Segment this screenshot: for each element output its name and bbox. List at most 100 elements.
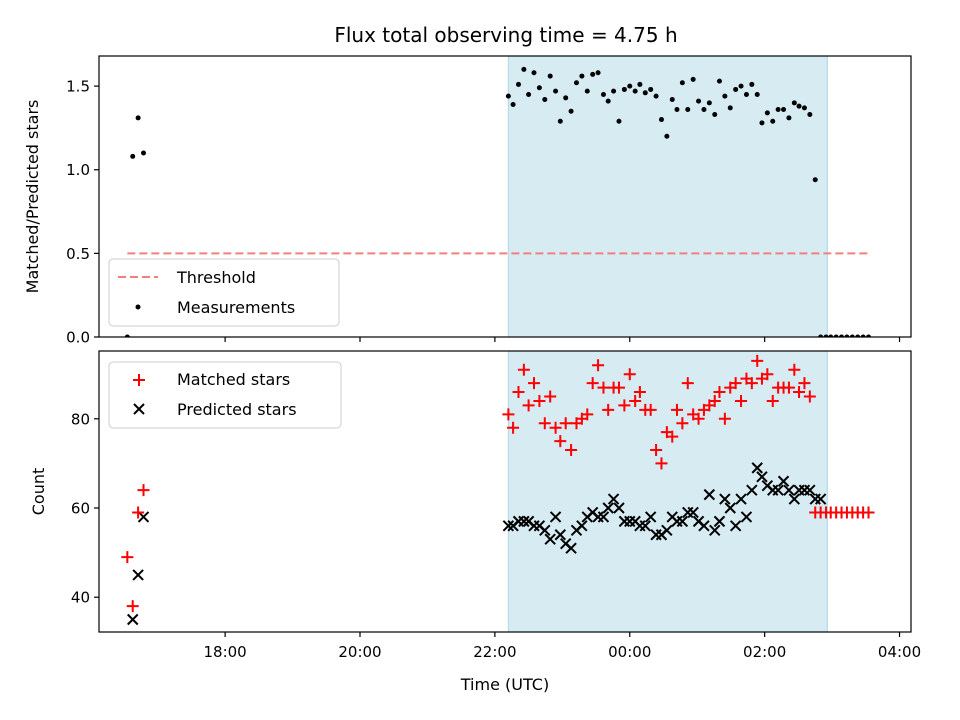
legend-matched-label: Matched stars: [177, 370, 290, 389]
measurement-point: [536, 85, 542, 91]
bottom-y-axis: 40 60 80: [71, 410, 99, 607]
measurement-point: [605, 98, 611, 104]
measurement-point: [616, 118, 622, 124]
matched-star-point: [735, 394, 748, 407]
top-panel: 0.0 0.5 1.0 1.5 Matched/Predicted stars Thr…: [23, 55, 912, 347]
predicted-star-point: [602, 502, 614, 514]
measurement-point: [526, 91, 532, 97]
top-y-axis-label: Matched/Predicted stars: [23, 100, 42, 294]
matched-star-point: [729, 377, 742, 390]
measurement-point: [759, 120, 765, 126]
x-tick-label: 22:00: [473, 643, 516, 661]
matched-star-point: [793, 386, 806, 399]
matched-star-point: [565, 444, 578, 457]
x-axis-label: Time (UTC): [460, 675, 549, 694]
y-tick-label: 40: [71, 589, 90, 607]
measurement-point: [600, 91, 606, 97]
measurement-point: [130, 153, 136, 159]
measurement-point: [860, 334, 866, 337]
measurement-point: [515, 81, 521, 87]
y-tick-label: 80: [71, 410, 90, 428]
predicted-star-point: [751, 462, 763, 474]
measurement-point: [521, 66, 527, 72]
predicted-star-point: [729, 520, 742, 532]
measurement-point: [696, 98, 702, 104]
measurement-point: [823, 334, 829, 337]
measurement-point: [685, 107, 691, 113]
y-tick-label: 1.5: [66, 78, 90, 96]
matched-star-point: [650, 444, 663, 457]
y-tick-label: 0.0: [66, 329, 90, 347]
x-tick-label: 00:00: [608, 643, 651, 661]
y-tick-label: 60: [71, 500, 90, 518]
matched-star-point: [862, 506, 875, 519]
predicted-star-point: [746, 484, 758, 496]
measurement-point: [679, 80, 685, 86]
measurement-point: [637, 81, 643, 87]
measurement-point: [531, 70, 537, 76]
matched-star-point: [618, 399, 631, 412]
bottom-axes-frame: [98, 350, 912, 633]
measurement-point: [733, 86, 739, 92]
matched-star-point: [692, 412, 705, 425]
predicted-star-point: [756, 471, 768, 483]
measurement-point: [627, 83, 633, 89]
top-y-axis: 0.0 0.5 1.0 1.5: [66, 78, 99, 347]
matched-star-point: [132, 506, 145, 519]
legend-measurements-swatch: [135, 304, 141, 310]
measurement-point: [866, 334, 872, 337]
measurement-point: [632, 88, 638, 94]
matched-star-point: [586, 377, 599, 390]
measurement-point: [135, 115, 141, 121]
predicted-star-point: [597, 511, 610, 523]
predicted-star-point: [703, 488, 716, 501]
matched-star-point: [798, 377, 811, 390]
top-shaded-region: [507, 55, 828, 338]
matched-star-point: [708, 394, 721, 407]
measurement-point: [743, 91, 749, 97]
legend-threshold-label: Threshold: [176, 268, 256, 287]
bottom-y-axis-label: Count: [29, 468, 48, 516]
measurement-point: [754, 91, 760, 97]
matched-star-point: [602, 403, 615, 416]
predicted-star-point: [698, 520, 710, 532]
predicted-star-point: [713, 515, 726, 528]
matched-star-point: [681, 377, 694, 390]
measurement-point: [706, 100, 712, 106]
matched-star-point: [507, 421, 520, 434]
predicted-star-point: [544, 533, 556, 545]
measurement-point: [674, 107, 680, 113]
measurement-point: [818, 334, 824, 337]
measurement-point: [712, 112, 718, 118]
measurement-point: [553, 88, 559, 94]
measurement-point: [611, 88, 617, 94]
measurement-point: [716, 78, 722, 84]
matched-star-point: [751, 354, 764, 367]
measurement-point: [568, 108, 574, 114]
matched-star-point: [137, 484, 150, 497]
matched-star-point: [666, 430, 679, 443]
predicted-star-point: [502, 520, 515, 532]
top-legend: Threshold Measurements: [108, 258, 340, 327]
matched-star-point: [761, 368, 774, 381]
measurement-point: [770, 118, 776, 124]
matched-star-point: [676, 417, 689, 430]
predicted-star-point: [661, 524, 673, 537]
matched-star-point: [554, 435, 567, 448]
bottom-legend-box: [108, 361, 342, 429]
measurement-point: [849, 334, 855, 337]
predicted-star-point: [554, 529, 567, 541]
predicted-star-point: [804, 484, 816, 496]
measurement-point: [781, 107, 787, 113]
measurement-point: [786, 115, 792, 121]
predicted-star-point: [740, 511, 753, 523]
top-plot-area: [124, 66, 872, 337]
measurement-point: [801, 105, 807, 111]
predicted-star-point: [127, 613, 139, 626]
matched-star-point: [713, 386, 726, 399]
measurement-point: [124, 334, 130, 337]
matched-star-point: [528, 377, 540, 390]
matched-star-point: [597, 381, 610, 394]
measurement-point: [653, 93, 659, 99]
x-tick-label: 02:00: [743, 643, 786, 661]
